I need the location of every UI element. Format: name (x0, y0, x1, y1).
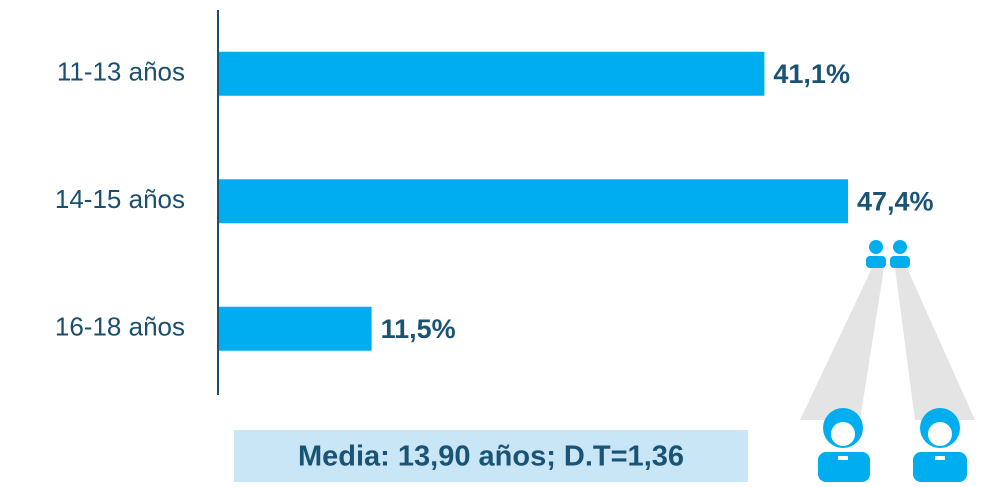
bar (219, 52, 764, 96)
icons (800, 240, 975, 482)
bar (219, 307, 372, 351)
y-tick-label: 16-18 años (55, 312, 185, 342)
y-tick-label: 14-15 años (55, 184, 185, 214)
value-label: 41,1% (773, 59, 850, 89)
chart: Media: 13,90 años; D.T=1,36 11-13 años 41… (0, 0, 986, 482)
y-tick-label: 11-13 años (57, 57, 185, 87)
annotation: Media: 13,90 años; D.T=1,36 (298, 441, 684, 473)
value-label: 47,4% (857, 186, 934, 216)
value-label: 11,5% (381, 314, 456, 344)
bar (219, 179, 848, 223)
